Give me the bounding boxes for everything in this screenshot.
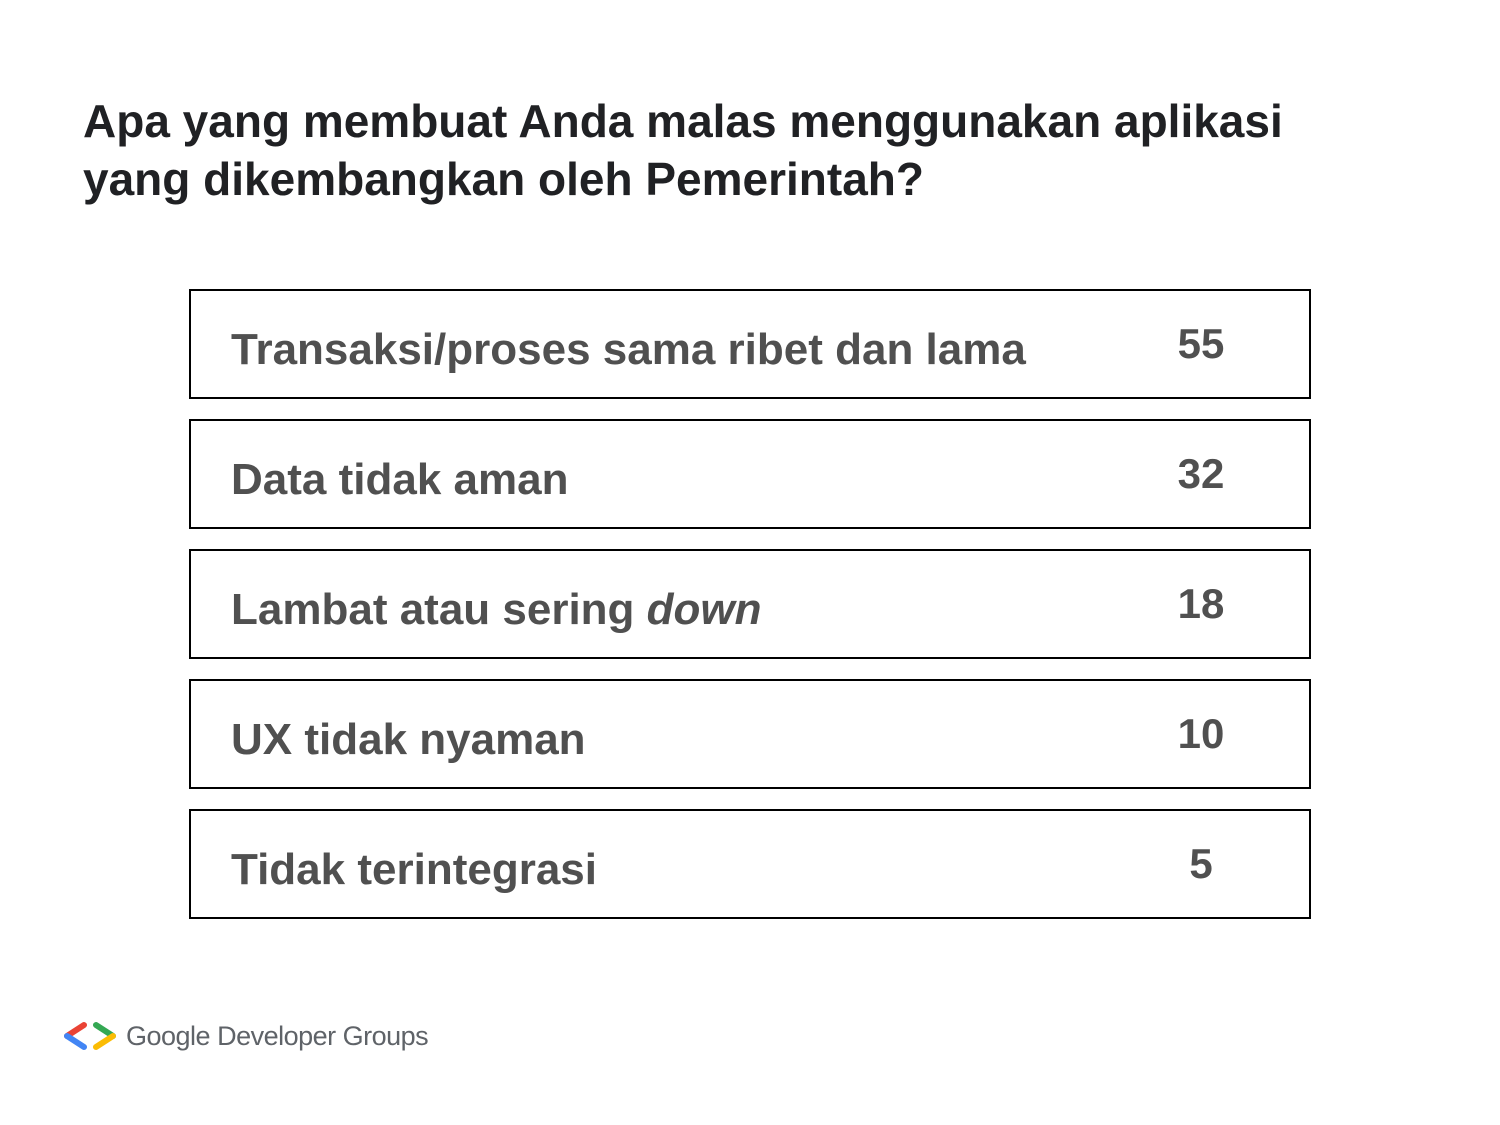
- answer-label: UX tidak nyaman: [231, 715, 586, 764]
- answer-row: Data tidak aman 32: [189, 419, 1311, 529]
- answer-list: Transaksi/proses sama ribet dan lama 55 …: [189, 289, 1311, 939]
- answer-count: 5: [1189, 840, 1213, 887]
- gdg-chevrons-icon: [64, 1022, 116, 1050]
- answer-count: 10: [1177, 710, 1225, 757]
- answer-label: Transaksi/proses sama ribet dan lama: [231, 325, 1026, 374]
- chevron-right-top: [93, 1022, 116, 1039]
- title-line-2: yang dikembangkan oleh Pemerintah?: [83, 153, 924, 205]
- answer-row: Lambat atau sering down 18: [189, 549, 1311, 659]
- answer-label: Data tidak aman: [231, 455, 569, 504]
- answer-label: Lambat atau sering down: [231, 583, 762, 637]
- answer-row: Transaksi/proses sama ribet dan lama 55: [189, 289, 1311, 399]
- answer-count: 18: [1177, 580, 1225, 627]
- brand-name: Google Developer Groups: [126, 1020, 429, 1051]
- answer-row: Tidak terintegrasi 5: [189, 809, 1311, 919]
- page-title: Apa yang membuat Anda malas menggunakan …: [83, 92, 1423, 208]
- answer-label-emphasis: down: [646, 585, 762, 634]
- chevron-left-top: [64, 1022, 87, 1039]
- answer-label-prefix: Lambat atau sering: [231, 585, 647, 634]
- answer-count: 55: [1177, 320, 1225, 367]
- answer-label: Tidak terintegrasi: [231, 845, 597, 894]
- answer-row: UX tidak nyaman 10: [189, 679, 1311, 789]
- chevron-left-bottom: [64, 1033, 87, 1050]
- chevron-right-bottom: [93, 1033, 116, 1050]
- title-line-1: Apa yang membuat Anda malas menggunakan …: [83, 95, 1283, 147]
- footer-brand: Google Developer Groups: [64, 1016, 429, 1056]
- answer-count: 32: [1177, 450, 1225, 497]
